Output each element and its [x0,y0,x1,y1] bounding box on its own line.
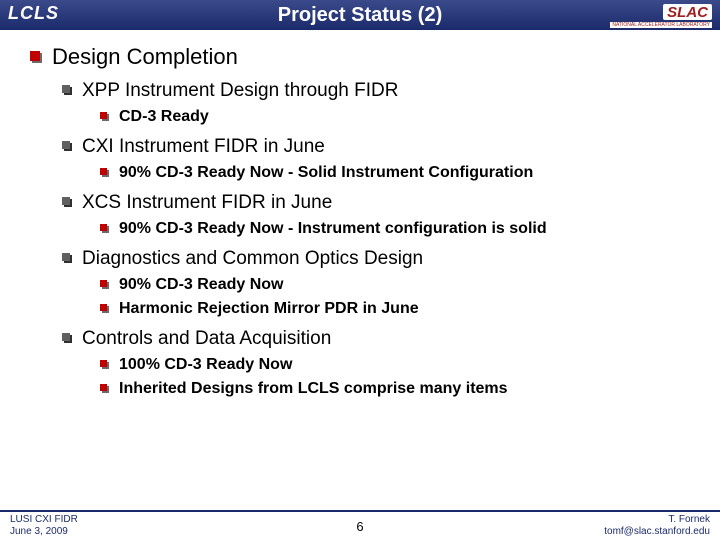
bullet-l1: Design Completion [30,44,700,70]
bullet-l3: Harmonic Rejection Mirror PDR in June [100,300,700,318]
footer-right-line2: tomf@slac.stanford.edu [604,526,710,538]
footer-right-line1: T. Fornek [604,514,710,526]
bullet-text: 90% CD-3 Ready Now - Instrument configur… [119,220,547,238]
bullet-l2: CXI Instrument FIDR in June [62,136,700,158]
bullet-l2: XPP Instrument Design through FIDR [62,80,700,102]
bullet-l2: Controls and Data Acquisition [62,328,700,350]
square-bullet-icon [62,141,72,151]
square-bullet-icon [100,304,109,313]
bullet-text: Harmonic Rejection Mirror PDR in June [119,300,419,318]
slide-content: Design Completion XPP Instrument Design … [0,30,720,398]
footer-left-line2: June 3, 2009 [10,526,78,538]
bullet-text: Inherited Designs from LCLS comprise man… [119,380,508,398]
square-bullet-icon [100,384,109,393]
footer-right: T. Fornek tomf@slac.stanford.edu [604,514,710,538]
bullet-l3: 90% CD-3 Ready Now [100,276,700,294]
page-number: 6 [356,519,363,534]
square-bullet-icon [100,280,109,289]
bullet-text: Controls and Data Acquisition [82,328,331,350]
bullet-text: 90% CD-3 Ready Now [119,276,284,294]
bullet-text: CXI Instrument FIDR in June [82,136,325,158]
square-bullet-icon [30,51,42,63]
slac-logo-subtitle: NATIONAL ACCELERATOR LABORATORY [610,22,712,28]
bullet-l2: Diagnostics and Common Optics Design [62,248,700,270]
bullet-l2: XCS Instrument FIDR in June [62,192,700,214]
footer-left-line1: LUSI CXI FIDR [10,514,78,526]
bullet-l3: CD-3 Ready [100,108,700,126]
square-bullet-icon [100,360,109,369]
bullet-text: 90% CD-3 Ready Now - Solid Instrument Co… [119,164,533,182]
bullet-text: CD-3 Ready [119,108,209,126]
square-bullet-icon [100,224,109,233]
bullet-l3: 90% CD-3 Ready Now - Solid Instrument Co… [100,164,700,182]
bullet-text: XCS Instrument FIDR in June [82,192,332,214]
bullet-l3: 90% CD-3 Ready Now - Instrument configur… [100,220,700,238]
lcls-logo: LCLS [8,3,59,24]
square-bullet-icon [100,168,109,177]
header-bar: LCLS Project Status (2) SLAC NATIONAL AC… [0,0,720,30]
square-bullet-icon [100,112,109,121]
bullet-l3: 100% CD-3 Ready Now [100,356,700,374]
square-bullet-icon [62,333,72,343]
slac-logo: SLAC [663,4,712,20]
bullet-text: XPP Instrument Design through FIDR [82,80,398,102]
square-bullet-icon [62,197,72,207]
footer-left: LUSI CXI FIDR June 3, 2009 [10,514,78,538]
bullet-text: Diagnostics and Common Optics Design [82,248,423,270]
square-bullet-icon [62,253,72,263]
bullet-l3: Inherited Designs from LCLS comprise man… [100,380,700,398]
footer: LUSI CXI FIDR June 3, 2009 6 T. Fornek t… [0,510,720,540]
square-bullet-icon [62,85,72,95]
slide-title: Project Status (2) [278,4,442,27]
bullet-text: 100% CD-3 Ready Now [119,356,292,374]
bullet-text: Design Completion [52,44,238,70]
